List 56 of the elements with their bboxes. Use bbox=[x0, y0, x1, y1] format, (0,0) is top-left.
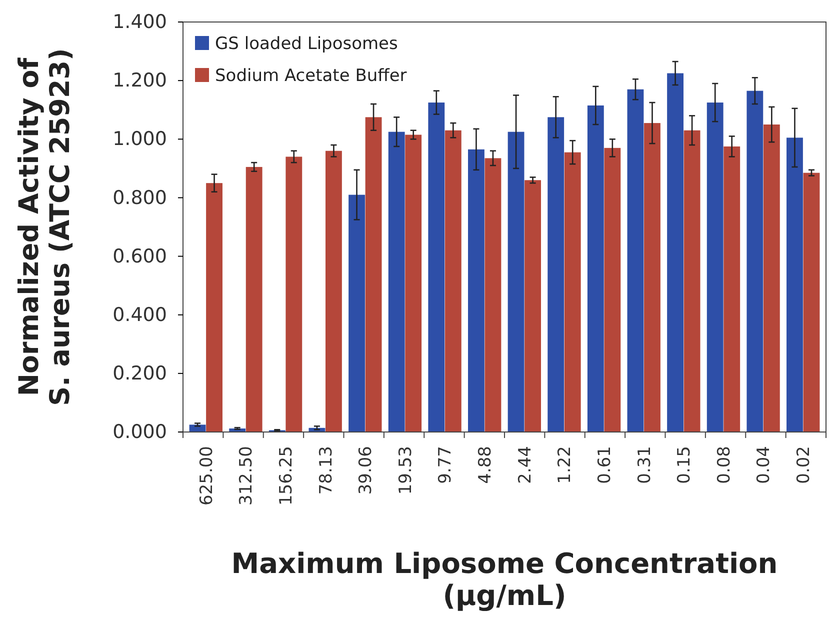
bar bbox=[803, 172, 820, 432]
bar bbox=[246, 166, 262, 432]
bar bbox=[564, 152, 581, 432]
bar bbox=[524, 180, 541, 432]
y-tick-label: 0.200 bbox=[112, 362, 167, 385]
x-tick-label: 0.31 bbox=[634, 446, 655, 484]
y-tick-label: 0.400 bbox=[112, 304, 167, 326]
y-tick-label: 1.000 bbox=[112, 128, 167, 150]
x-tick-label: 0.02 bbox=[794, 446, 814, 484]
x-tick-label: 2.44 bbox=[515, 446, 536, 484]
bar bbox=[644, 123, 660, 432]
bar bbox=[484, 158, 502, 432]
x-tick-label: 39.06 bbox=[356, 446, 376, 495]
x-tick-label: 1.22 bbox=[555, 446, 576, 484]
y-tick-label: 0.600 bbox=[112, 245, 167, 268]
bar bbox=[724, 146, 740, 432]
bar bbox=[684, 130, 700, 432]
x-tick-label: 0.04 bbox=[754, 446, 774, 484]
x-tick-label: 0.61 bbox=[594, 446, 615, 484]
bar bbox=[746, 90, 764, 432]
bar bbox=[604, 148, 621, 432]
bar bbox=[548, 117, 564, 432]
bar bbox=[587, 105, 604, 432]
legend-label: GS loaded Liposomes bbox=[215, 34, 398, 54]
bar bbox=[348, 194, 365, 432]
x-tick-label: 0.15 bbox=[674, 446, 695, 484]
bar bbox=[763, 124, 780, 432]
bar bbox=[706, 102, 724, 432]
y-tick-label: 0.000 bbox=[112, 421, 167, 444]
y-axis-title: Normalized Activity of S. aureus (ATCC 25923) bbox=[14, 48, 76, 406]
bar bbox=[428, 102, 445, 432]
y-tick-label: 1.200 bbox=[112, 70, 167, 92]
x-tick-label: 0.08 bbox=[714, 446, 734, 484]
y-tick-label: 1.400 bbox=[112, 11, 167, 34]
bar bbox=[786, 138, 803, 432]
x-tick-label: 625.00 bbox=[196, 446, 217, 506]
bar bbox=[405, 134, 422, 432]
bar bbox=[286, 156, 302, 432]
bar bbox=[206, 183, 222, 432]
legend-label: Sodium Acetate Buffer bbox=[215, 66, 407, 86]
bar bbox=[326, 150, 342, 432]
bar bbox=[468, 149, 484, 432]
bar bbox=[388, 132, 405, 432]
bar bbox=[444, 130, 462, 432]
bar bbox=[627, 89, 644, 432]
bar bbox=[508, 132, 524, 432]
x-tick-label: 78.13 bbox=[316, 446, 336, 495]
x-tick-label: 9.77 bbox=[436, 446, 456, 484]
bar bbox=[365, 117, 382, 432]
x-tick-label: 312.50 bbox=[236, 446, 257, 506]
x-tick-label: 19.53 bbox=[396, 446, 416, 495]
x-tick-label: 156.25 bbox=[276, 446, 296, 506]
y-tick-label: 0.800 bbox=[112, 186, 167, 209]
x-axis-title: Maximum Liposome Concentration (µg/mL) bbox=[231, 547, 778, 612]
x-tick-label: 4.88 bbox=[476, 446, 496, 484]
bar bbox=[667, 73, 684, 432]
